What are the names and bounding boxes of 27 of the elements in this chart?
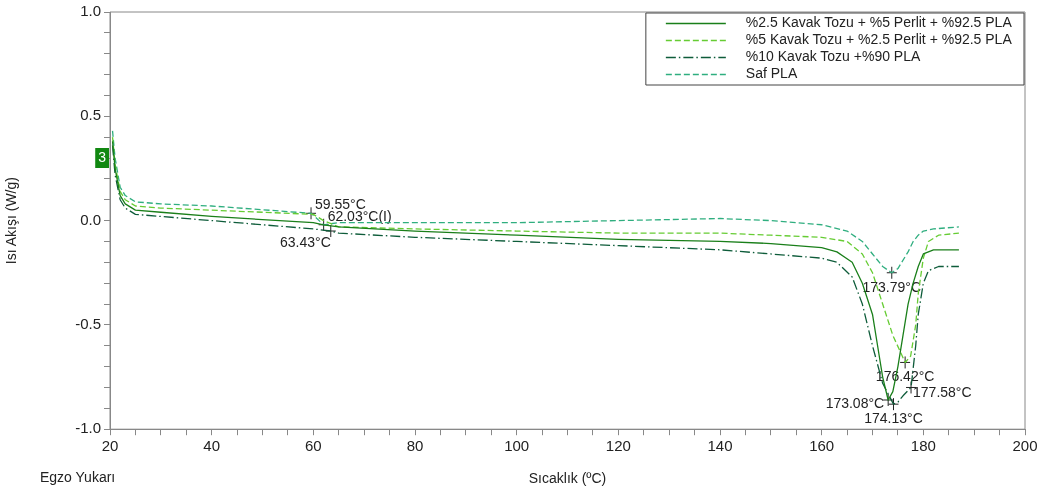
x-tick-label: 60	[304, 437, 322, 455]
y-tick-label: -1.0	[75, 419, 101, 437]
x-axis-title: Sıcaklık (ºC)	[528, 470, 607, 487]
y-tick-label: 0.5	[80, 106, 101, 124]
x-tick-label: 180	[910, 437, 936, 455]
x-tick-label: 120	[605, 437, 631, 455]
legend-label: Saf PLA	[745, 65, 798, 82]
y-axis-title: Isı Akışı (W/g)	[3, 177, 20, 265]
text: Egzo Yukarı	[40, 468, 116, 485]
x-tick-label: 80	[406, 437, 424, 455]
legend-label: %5 Kavak Tozu + %2.5 Perlit + %92.5 PLA	[745, 31, 1013, 48]
annotation: 173.08°C	[825, 394, 885, 411]
annotation: 63.43°C	[280, 233, 331, 250]
y-tick-label: -0.5	[75, 315, 101, 333]
annotation: 174.13°C	[864, 410, 923, 427]
annotation: 177.58°C	[913, 384, 972, 401]
x-tick-label: 200	[1012, 437, 1038, 455]
y-tick-label: 0.0	[80, 210, 101, 228]
legend-label: %10 Kavak Tozu +%90 PLA	[745, 48, 921, 65]
x-tick-label: 20	[101, 437, 119, 455]
annotation: 3	[98, 148, 107, 165]
x-tick-label: 140	[707, 437, 733, 455]
x-tick-label: 40	[203, 437, 221, 455]
legend-label: %2.5 Kavak Tozu + %5 Perlit + %92.5 PLA	[745, 14, 1013, 31]
x-tick-label: 100	[504, 437, 530, 455]
y-tick-label: 1.0	[80, 2, 101, 20]
x-tick-label: 160	[809, 437, 835, 455]
